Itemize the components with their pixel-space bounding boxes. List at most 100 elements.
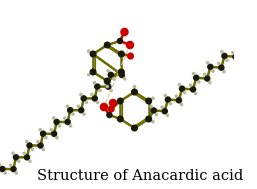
Point (128, 54, 133, 57)
Point (154, 113, 158, 116)
Point (49, 128, 53, 131)
Point (166, 98, 170, 101)
Point (222, 54, 226, 57)
Point (104, 81, 108, 84)
Point (236, 59, 240, 62)
Point (245, 40, 249, 43)
Point (38, 128, 42, 131)
Point (11, 152, 15, 155)
Point (132, 126, 136, 129)
Point (231, 51, 235, 54)
Point (165, 114, 169, 117)
Point (0, 164, 2, 167)
Point (17, 160, 21, 163)
Point (194, 92, 198, 95)
Point (132, 91, 136, 94)
Point (98, 89, 102, 92)
Point (163, 94, 167, 97)
Point (118, 99, 122, 102)
Point (52, 132, 56, 135)
Point (194, 76, 198, 79)
Point (191, 72, 196, 75)
Point (30, 148, 34, 151)
Point (118, 40, 122, 43)
Point (66, 121, 70, 124)
Point (191, 88, 195, 91)
Point (119, 53, 123, 56)
Point (111, 101, 115, 105)
Point (254, 30, 257, 33)
Point (90, 93, 94, 96)
Point (95, 85, 99, 88)
Point (3, 171, 7, 174)
Point (233, 55, 237, 58)
Point (0, 171, 1, 174)
Point (0, 167, 4, 170)
Point (79, 109, 83, 112)
Point (91, 70, 95, 74)
Point (250, 48, 254, 51)
Point (54, 120, 59, 123)
Point (253, 37, 257, 40)
Point (52, 116, 56, 119)
Point (151, 120, 155, 123)
Point (36, 140, 40, 143)
Point (120, 73, 124, 76)
Point (180, 87, 184, 90)
Point (151, 97, 155, 100)
Point (106, 69, 110, 72)
Point (55, 136, 59, 139)
Point (123, 77, 127, 80)
Point (109, 108, 113, 111)
Point (57, 124, 61, 127)
Point (168, 102, 172, 105)
Point (109, 89, 113, 92)
Point (119, 70, 123, 74)
Point (25, 156, 29, 159)
Point (182, 91, 187, 94)
Point (247, 44, 252, 47)
Point (211, 69, 215, 72)
Point (118, 118, 122, 121)
Point (82, 97, 86, 100)
Point (188, 84, 192, 87)
Point (102, 105, 106, 108)
Point (41, 132, 45, 135)
Point (225, 59, 229, 62)
Point (93, 81, 97, 84)
Point (251, 33, 255, 36)
Point (44, 136, 48, 139)
Point (222, 70, 226, 73)
Point (177, 99, 181, 102)
Point (93, 97, 97, 100)
Point (197, 80, 201, 83)
Point (239, 48, 243, 51)
Point (8, 164, 13, 167)
Point (220, 50, 224, 53)
Point (234, 40, 238, 43)
Point (87, 50, 91, 53)
Point (27, 144, 32, 147)
Point (105, 43, 109, 46)
Point (203, 73, 207, 76)
Point (106, 85, 110, 88)
Point (163, 110, 167, 113)
Point (68, 124, 72, 127)
Point (87, 73, 91, 76)
Point (76, 105, 80, 108)
Text: Structure of Anacardic acid: Structure of Anacardic acid (37, 169, 243, 183)
Point (122, 30, 126, 33)
Point (174, 95, 178, 98)
Point (14, 156, 18, 159)
Point (14, 171, 18, 174)
Point (146, 118, 151, 121)
Point (91, 53, 95, 56)
Point (112, 77, 116, 80)
Point (68, 109, 72, 112)
Point (41, 148, 45, 151)
Point (208, 81, 212, 84)
Point (82, 113, 86, 116)
Point (65, 105, 69, 108)
Point (208, 65, 212, 68)
Point (11, 168, 15, 171)
